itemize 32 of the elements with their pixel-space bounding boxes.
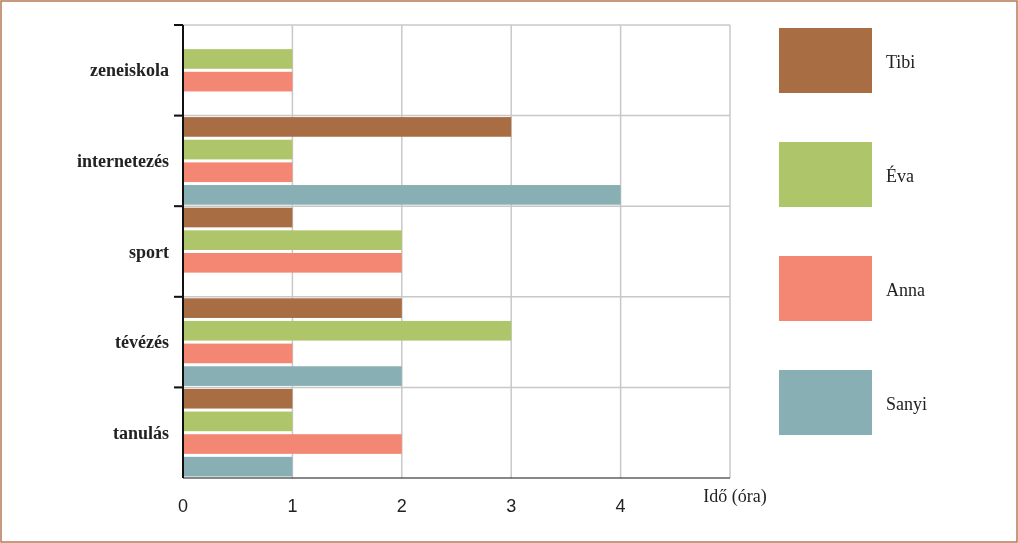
bar	[183, 185, 621, 205]
x-tick-label: 4	[615, 496, 626, 516]
bar	[183, 320, 512, 341]
x-tick-label: 1	[287, 496, 298, 516]
text: Sanyi	[886, 394, 928, 414]
bar	[183, 71, 293, 92]
bar	[183, 388, 293, 409]
bar	[183, 456, 293, 477]
x-tick-label: 3	[506, 496, 517, 516]
y-tick-label: sport	[129, 241, 169, 262]
bar	[183, 230, 402, 250]
text: Éva	[886, 165, 914, 186]
x-axis-title: Idő (óra)	[703, 486, 767, 507]
bar	[183, 434, 402, 454]
bar	[183, 343, 293, 364]
bar	[183, 49, 293, 69]
bar	[183, 411, 293, 432]
bar	[183, 253, 402, 273]
x-tick-label: 2	[396, 496, 407, 516]
bar	[183, 207, 293, 228]
x-tick-label: 0	[177, 496, 189, 516]
bar	[183, 298, 402, 318]
bar	[183, 139, 293, 160]
bar	[183, 162, 293, 183]
y-tick-label: tévézés	[115, 332, 169, 353]
text: Anna	[886, 280, 925, 300]
bar	[183, 117, 512, 137]
y-tick-label: zeneiskola	[90, 60, 169, 81]
bar	[183, 366, 402, 386]
text: Tibi	[886, 52, 916, 72]
y-tick-label: tanulás	[112, 422, 169, 443]
y-tick-label: internetezés	[77, 150, 169, 171]
